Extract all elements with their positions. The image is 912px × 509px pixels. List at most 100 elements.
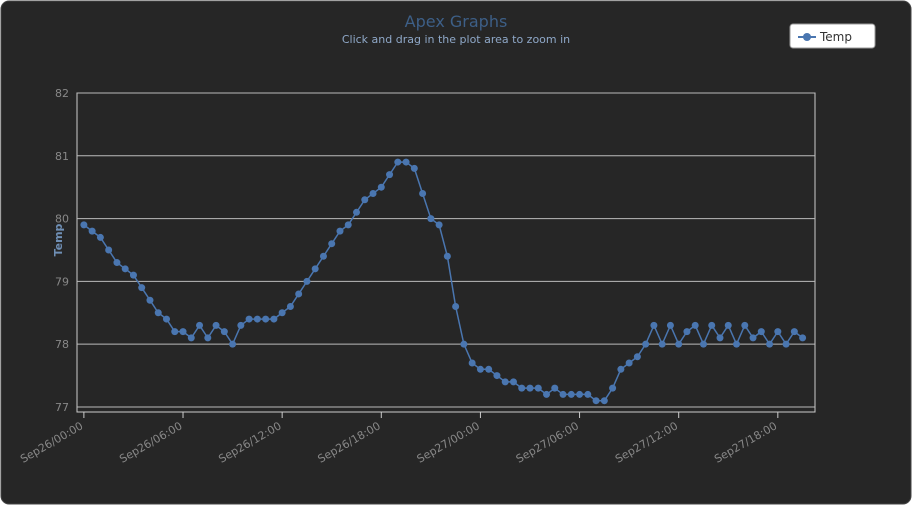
data-point <box>485 365 493 373</box>
data-point <box>212 321 220 329</box>
data-point <box>724 321 732 329</box>
data-point <box>179 328 187 336</box>
data-point <box>96 233 104 241</box>
data-point <box>543 390 551 398</box>
data-point <box>675 340 683 348</box>
y-tick-label: 77 <box>55 401 69 414</box>
data-point <box>509 378 517 386</box>
data-point <box>757 328 765 336</box>
data-point <box>443 252 451 260</box>
data-point <box>592 397 600 405</box>
data-point <box>633 353 641 361</box>
y-tick-label: 78 <box>55 338 69 351</box>
data-point <box>501 378 509 386</box>
data-point <box>559 390 567 398</box>
data-point <box>699 340 707 348</box>
data-point <box>460 340 468 348</box>
data-point <box>237 321 245 329</box>
data-point <box>526 384 534 392</box>
data-point <box>766 340 774 348</box>
data-point <box>584 390 592 398</box>
legend-marker <box>803 33 811 41</box>
data-point <box>468 359 476 367</box>
data-point <box>80 221 88 229</box>
y-tick-label: 81 <box>55 150 69 163</box>
data-point <box>691 321 699 329</box>
data-point <box>220 328 228 336</box>
data-point <box>353 208 361 216</box>
data-point <box>113 259 121 267</box>
data-point <box>361 196 369 204</box>
data-point <box>534 384 542 392</box>
data-point <box>377 183 385 191</box>
data-point <box>427 215 435 223</box>
data-point <box>419 189 427 197</box>
data-point <box>402 158 410 166</box>
data-point <box>303 277 311 285</box>
series-line <box>83 161 804 402</box>
data-point <box>369 189 377 197</box>
data-point <box>154 309 162 317</box>
data-point <box>196 321 204 329</box>
data-point <box>790 328 798 336</box>
data-point <box>253 315 261 323</box>
data-point <box>229 340 237 348</box>
data-point <box>609 384 617 392</box>
data-point <box>551 384 559 392</box>
data-point <box>105 246 113 254</box>
data-point <box>799 334 807 342</box>
legend-box <box>789 23 876 49</box>
data-point <box>435 221 443 229</box>
data-point <box>708 321 716 329</box>
data-point <box>650 321 658 329</box>
data-point <box>171 328 179 336</box>
data-point <box>129 271 137 279</box>
legend[interactable]: Temp <box>789 23 876 49</box>
data-point <box>625 359 633 367</box>
data-point <box>658 340 666 348</box>
data-point <box>394 158 402 166</box>
chart-subtitle: Click and drag in the plot area to zoom … <box>342 33 570 46</box>
data-point <box>749 334 757 342</box>
data-point <box>278 309 286 317</box>
chart-title: Apex Graphs <box>405 12 508 31</box>
data-point <box>146 296 154 304</box>
data-point <box>286 303 294 311</box>
data-point <box>319 252 327 260</box>
data-point <box>262 315 270 323</box>
y-tick-label: 82 <box>55 87 69 100</box>
data-point <box>295 290 303 298</box>
data-point <box>774 328 782 336</box>
data-point <box>311 265 319 273</box>
data-point <box>741 321 749 329</box>
data-point <box>328 240 336 248</box>
data-point <box>733 340 741 348</box>
data-point <box>493 372 501 380</box>
data-point <box>576 390 584 398</box>
data-point <box>452 303 460 311</box>
data-point <box>567 390 575 398</box>
y-tick-label: 80 <box>55 213 69 226</box>
data-point <box>617 365 625 373</box>
data-point <box>666 321 674 329</box>
data-point <box>386 171 394 179</box>
data-point <box>344 221 352 229</box>
data-point <box>245 315 253 323</box>
legend-label: Temp <box>819 30 852 44</box>
data-point <box>600 397 608 405</box>
data-point <box>138 284 146 292</box>
data-point <box>88 227 96 235</box>
data-point <box>187 334 195 342</box>
data-point <box>270 315 278 323</box>
data-point <box>410 164 418 172</box>
y-axis-label: Temp <box>52 223 65 256</box>
data-point <box>642 340 650 348</box>
data-point <box>782 340 790 348</box>
y-tick-label: 79 <box>55 275 69 288</box>
data-point <box>121 265 129 273</box>
data-point <box>162 315 170 323</box>
data-point <box>716 334 724 342</box>
data-point <box>476 365 484 373</box>
